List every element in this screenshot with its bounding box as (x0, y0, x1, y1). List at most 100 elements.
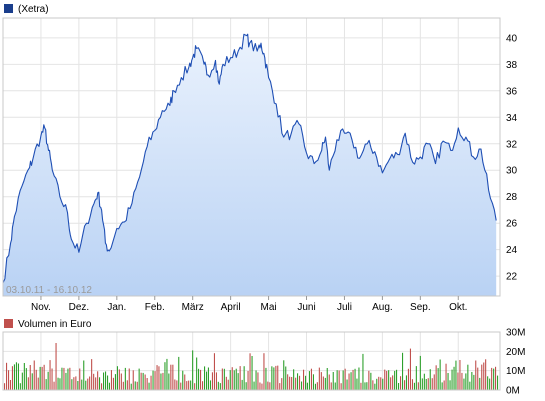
volume-y-tick-label: 10M (506, 366, 525, 377)
volume-bar (81, 379, 83, 390)
volume-bar (93, 373, 95, 390)
volume-bar (124, 367, 126, 390)
price-y-tick-label: 22 (506, 272, 518, 283)
volume-bar (65, 372, 67, 390)
volume-bar (350, 372, 352, 390)
volume-bar (4, 383, 6, 390)
volume-bar (101, 383, 103, 390)
volume-bar (156, 365, 158, 390)
volume-bar (128, 368, 130, 390)
volume-bar (207, 367, 209, 390)
volume-bar (69, 367, 71, 390)
volume-bar (198, 368, 200, 390)
volume-bar (219, 383, 221, 390)
volume-bar (251, 356, 253, 390)
volume-bar (95, 377, 97, 390)
volume-bar (136, 381, 138, 390)
volume-bar (39, 366, 41, 390)
volume-bar (237, 373, 239, 390)
volume-bar (338, 370, 340, 390)
price-x-tick-label: Aug. (372, 302, 393, 313)
volume-plot-frame (2, 331, 501, 391)
volume-bar (49, 360, 51, 390)
volume-bar (233, 370, 235, 390)
volume-bar (144, 374, 146, 390)
volume-bar (202, 381, 204, 390)
volume-bar (411, 379, 413, 390)
volume-bar (491, 367, 493, 390)
volume-bar (77, 381, 79, 390)
volume-bar (358, 367, 360, 390)
volume-bar (370, 372, 372, 390)
volume-bar (400, 376, 402, 390)
volume-bar (362, 353, 364, 390)
volume-bar (479, 377, 481, 390)
volume-bar (59, 378, 61, 390)
volume-bar (71, 379, 73, 390)
volume-bar (21, 372, 23, 390)
volume-bar (154, 371, 156, 390)
price-legend-label: (Xetra) (18, 4, 49, 15)
volume-bar (213, 353, 215, 390)
volume-bar (37, 377, 39, 390)
volume-bar (487, 376, 489, 390)
volume-bar (299, 375, 301, 390)
volume-bar (320, 372, 322, 390)
volume-bar (334, 382, 336, 390)
volume-bar (396, 369, 398, 390)
volume-bar (352, 369, 354, 390)
volume-bar (152, 370, 154, 390)
volume-bar (178, 356, 180, 390)
volume-bar (249, 353, 251, 390)
volume-bar (13, 364, 15, 390)
volume-bar (275, 365, 277, 390)
volume-bar (87, 378, 89, 390)
volume-bar (439, 359, 441, 390)
price-y-axis: 22 24 26 28 30 32 34 36 38 40 (506, 33, 518, 282)
price-x-tick-label: Juli (337, 302, 352, 313)
volume-bar (225, 376, 227, 390)
volume-bar (293, 369, 295, 390)
volume-bar (324, 377, 326, 390)
volume-bar (281, 378, 283, 390)
volume-bar (409, 348, 411, 390)
volume-bar (17, 363, 19, 390)
volume-bar (221, 368, 223, 390)
volume-bar (8, 370, 10, 390)
volume-bar (453, 366, 455, 390)
volume-bar (138, 368, 140, 390)
volume-bar (247, 371, 249, 390)
volume-bar (261, 383, 263, 390)
volume-bar (146, 378, 148, 390)
volume-bar (495, 366, 497, 390)
volume-bar (142, 372, 144, 390)
price-y-tick-label: 24 (506, 245, 518, 256)
volume-bar (344, 368, 346, 390)
volume-bar (459, 360, 461, 390)
price-x-tick-label: Juni (297, 302, 315, 313)
volume-bar (455, 360, 457, 390)
volume-bar (419, 355, 421, 390)
volume-bar (443, 380, 445, 390)
volume-bar (164, 362, 166, 390)
price-x-tick-label: Jan. (107, 302, 126, 313)
volume-bar (253, 381, 255, 390)
volume-bar (259, 382, 261, 390)
volume-bar (285, 366, 287, 390)
volume-bar (108, 382, 110, 390)
volume-legend-label: Volumen in Euro (18, 319, 92, 330)
volume-bar (301, 381, 303, 390)
volume-bar (269, 382, 271, 390)
volume-bar (316, 382, 318, 390)
volume-bar (310, 368, 312, 390)
price-legend-swatch (4, 4, 13, 13)
volume-bar (107, 375, 109, 390)
volume-bar (209, 380, 211, 390)
volume-bar (463, 378, 465, 390)
volume-bar (421, 378, 423, 390)
volume-bar (433, 374, 435, 390)
price-x-tick-label: Nov. (31, 302, 51, 313)
volume-bar (29, 365, 31, 390)
volume-bar (51, 368, 53, 390)
volume-legend-swatch (4, 319, 13, 328)
